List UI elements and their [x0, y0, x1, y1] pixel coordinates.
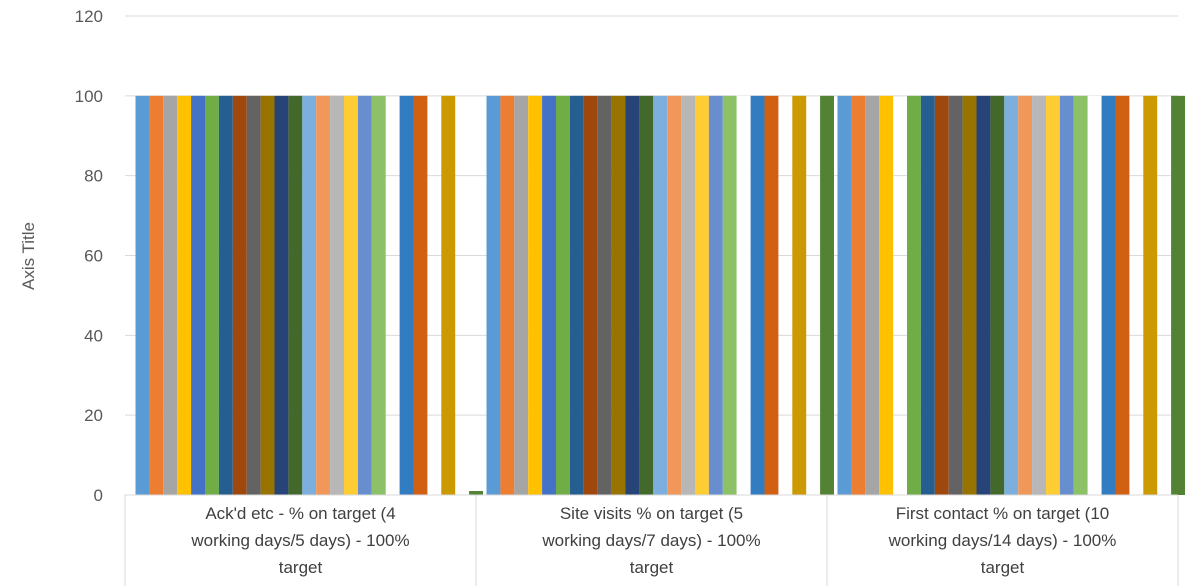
- bar: [879, 95, 894, 495]
- y-tick-label: 20: [84, 406, 103, 425]
- x-category-label-line: First contact % on target (10: [896, 504, 1110, 523]
- bar: [1171, 95, 1185, 495]
- bar: [1046, 95, 1060, 495]
- bar: [792, 95, 807, 495]
- bar: [1115, 95, 1130, 495]
- bar: [316, 95, 331, 495]
- bar: [625, 95, 640, 495]
- bar: [962, 95, 977, 495]
- bar: [639, 95, 654, 495]
- x-category-label-line: target: [981, 558, 1025, 577]
- bar: [514, 95, 529, 495]
- bar: [344, 95, 358, 495]
- bar: [1143, 95, 1158, 495]
- bar: [708, 95, 723, 495]
- bar: [976, 95, 991, 495]
- bar: [681, 95, 695, 495]
- bar: [330, 95, 344, 495]
- x-category-label-line: target: [630, 558, 674, 577]
- bar: [750, 95, 765, 495]
- x-category-label: First contact % on target (10 working day…: [888, 504, 1117, 577]
- bar: [865, 95, 880, 495]
- bar: [135, 95, 150, 495]
- y-tick-label: 80: [84, 167, 103, 186]
- bar: [820, 95, 834, 495]
- y-tick-label: 0: [94, 486, 103, 505]
- bar: [413, 95, 428, 495]
- x-category-label-line: Site visits % on target (5: [560, 504, 743, 523]
- bar: [302, 95, 317, 495]
- bar: [736, 95, 751, 495]
- bar: [371, 95, 386, 495]
- x-category-label: Ack'd etc - % on target (4 working days/5…: [190, 504, 409, 577]
- bar: [542, 95, 556, 495]
- bar: [500, 95, 515, 495]
- y-tick-label: 120: [75, 7, 103, 26]
- bar: [1087, 95, 1102, 495]
- x-category-label-line: working days/14 days) - 100%: [888, 531, 1117, 550]
- bar: [1059, 95, 1074, 495]
- x-category-label: Site visits % on target (5 working days/7…: [541, 504, 760, 577]
- bar: [764, 95, 779, 495]
- bar: [851, 95, 866, 495]
- bar: [469, 491, 483, 495]
- bar: [597, 95, 612, 495]
- bar: [1073, 95, 1088, 495]
- bar: [837, 95, 852, 495]
- bar: [205, 95, 219, 495]
- bar: [695, 95, 709, 495]
- bar: [1101, 95, 1116, 495]
- bar: [990, 95, 1005, 495]
- bars: [135, 95, 1185, 495]
- x-category-label-line: working days/7 days) - 100%: [541, 531, 760, 550]
- bar: [149, 95, 164, 495]
- bar: [246, 95, 261, 495]
- bar: [667, 95, 682, 495]
- y-axis-ticks: 0 20 40 60 80 100 120: [75, 7, 103, 505]
- bar: [163, 95, 178, 495]
- bar: [1004, 95, 1019, 495]
- bar: [611, 95, 626, 495]
- bar: [948, 95, 963, 495]
- bar: [274, 95, 289, 495]
- bar: [920, 95, 935, 495]
- y-tick-label: 40: [84, 326, 103, 345]
- bar: [486, 95, 501, 495]
- y-tick-label: 60: [84, 247, 103, 266]
- bar: [232, 95, 247, 495]
- bar: [399, 95, 414, 495]
- bar: [907, 95, 921, 495]
- x-category-label-line: working days/5 days) - 100%: [190, 531, 409, 550]
- x-category-label-line: Ack'd etc - % on target (4: [205, 504, 395, 523]
- y-axis-title: Axis Title: [19, 222, 38, 290]
- bar: [218, 95, 233, 495]
- bar: [177, 95, 192, 495]
- bar: [556, 95, 570, 495]
- bar: [191, 95, 205, 495]
- bar: [653, 95, 668, 495]
- bar: [934, 95, 949, 495]
- x-axis: Ack'd etc - % on target (4 working days/5…: [124, 494, 1179, 586]
- x-category-label-line: target: [279, 558, 323, 577]
- bar: [357, 95, 372, 495]
- bar: [528, 95, 543, 495]
- bar: [722, 95, 737, 495]
- bar: [260, 95, 275, 495]
- bar: [569, 95, 584, 495]
- bar: [1018, 95, 1033, 495]
- bar: [1032, 95, 1046, 495]
- y-tick-label: 100: [75, 87, 103, 106]
- bar: [583, 95, 598, 495]
- bar: [441, 95, 456, 495]
- bar: [288, 95, 303, 495]
